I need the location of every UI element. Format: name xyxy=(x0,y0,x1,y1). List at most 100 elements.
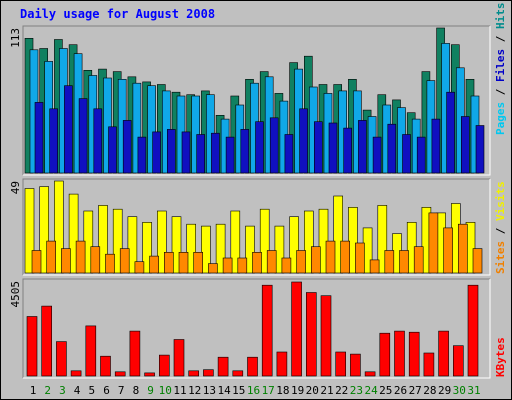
kbytes-bar-day-2 xyxy=(41,305,53,377)
pages-bar-day-23 xyxy=(358,120,367,174)
pages-bar-day-29 xyxy=(446,91,455,174)
kbytes-bar-day-24 xyxy=(364,371,376,377)
pages-bar-day-2 xyxy=(49,108,59,174)
pages-bar-day-15 xyxy=(240,129,250,174)
pages-bar-day-12 xyxy=(196,134,205,174)
sites-bar-day-24 xyxy=(369,259,380,274)
sites-bar-day-22 xyxy=(340,240,351,274)
kbytes-bar-day-17 xyxy=(261,284,273,377)
visits-bar-day-3 xyxy=(54,180,64,274)
visits-bar-day-23 xyxy=(348,207,358,274)
pages-bar-day-4 xyxy=(78,98,88,174)
pages-bar-day-25 xyxy=(387,123,397,174)
visits-bar-day-9 xyxy=(142,222,152,274)
kbytes-bar-day-15 xyxy=(232,370,244,377)
kbytes-bar-day-26 xyxy=(394,330,405,377)
visits-bar-day-17 xyxy=(259,208,270,274)
pages-bar-day-9 xyxy=(152,131,161,174)
pages-bar-day-14 xyxy=(225,136,235,174)
sites-bar-day-3 xyxy=(61,248,71,274)
kbytes-bar-day-22 xyxy=(335,351,347,377)
sites-bar-day-14 xyxy=(222,257,233,274)
kbytes-bar-day-10 xyxy=(159,354,170,377)
files-bar-day-9 xyxy=(147,85,156,174)
sites-bar-day-18 xyxy=(281,257,292,274)
visits-bar-day-7 xyxy=(112,208,123,274)
legend-sep-3: / xyxy=(494,221,507,241)
x-tick-label-day-5: 5 xyxy=(88,384,95,397)
pages-bar-day-19 xyxy=(299,108,308,174)
x-tick-label-day-31: 31 xyxy=(467,384,480,397)
legend-sep-1: / xyxy=(494,82,507,102)
visits-bar-day-10 xyxy=(157,210,167,274)
visits-bar-day-19 xyxy=(289,216,299,274)
sites-bar-day-11 xyxy=(178,252,189,274)
kbytes-bar-day-14 xyxy=(217,356,229,377)
pages-bar-day-22 xyxy=(343,127,353,174)
legend-visits: Visits xyxy=(494,181,507,221)
x-tick-label-day-28: 28 xyxy=(423,384,436,397)
sites-bar-day-4 xyxy=(75,240,86,274)
kbytes-bar-day-19 xyxy=(291,281,302,377)
visits-bar-day-4 xyxy=(68,193,79,274)
kbytes-bar-day-27 xyxy=(408,331,420,377)
kbytes-bar-day-3 xyxy=(56,341,67,377)
kbytes-bar-day-6 xyxy=(100,355,111,377)
legend-files: Files xyxy=(494,49,507,82)
sites-bar-day-8 xyxy=(134,261,145,274)
x-tick-label-day-1: 1 xyxy=(30,384,37,397)
x-tick-label-day-9: 9 xyxy=(147,384,154,397)
kbytes-bar-day-11 xyxy=(173,339,185,377)
x-axis-labels: 1 2 3 4 5 6 7 8 9 10 11 12 13 14 15 16 17 18 19 20 21 22 23 24 2… xyxy=(30,384,481,397)
sites-bar-day-6 xyxy=(105,253,115,274)
visits-bar-day-15 xyxy=(230,210,241,274)
visits-bar-day-16 xyxy=(245,225,255,274)
pages-bar-day-10 xyxy=(167,129,176,174)
kbytes-bar-day-20 xyxy=(305,292,317,377)
kbytes-bar-day-28 xyxy=(423,352,435,377)
kbytes-bar-day-16 xyxy=(247,356,258,377)
sites-bar-day-28 xyxy=(428,212,439,274)
kbytes-bar-day-18 xyxy=(276,351,288,377)
sites-bar-day-12 xyxy=(193,252,203,274)
legend-sites: Sites xyxy=(494,241,507,274)
kbytes-bar-day-25 xyxy=(379,332,391,377)
visits-bar-day-8 xyxy=(127,216,138,274)
sites-bar-day-15 xyxy=(237,257,248,274)
kbytes-bar-day-13 xyxy=(203,369,214,377)
visits-bar-day-25 xyxy=(377,205,388,274)
y-max-label-hits: 113 xyxy=(9,28,22,48)
pages-bar-day-16 xyxy=(255,121,264,174)
sites-bar-day-10 xyxy=(164,252,174,274)
sites-bar-day-25 xyxy=(384,250,395,274)
kbytes-bar-day-12 xyxy=(188,370,199,377)
kbytes-bar-day-4 xyxy=(70,370,82,377)
sites-bar-day-30 xyxy=(457,223,468,274)
sites-bar-day-7 xyxy=(119,248,130,274)
x-tick-label-day-24: 24 xyxy=(364,384,378,397)
kbytes-bar-day-23 xyxy=(350,353,361,377)
x-tick-label-day-23: 23 xyxy=(350,384,363,397)
sites-bar-day-19 xyxy=(296,250,306,274)
pages-bar-day-5 xyxy=(93,108,103,174)
visits-bar-day-22 xyxy=(333,195,344,274)
kbytes-bar-day-9 xyxy=(144,372,155,377)
pages-bar-day-28 xyxy=(431,118,441,174)
x-tick-label-day-2: 2 xyxy=(44,384,51,397)
x-tick-label-day-19: 19 xyxy=(291,384,304,397)
pages-bar-day-7 xyxy=(122,120,132,174)
legend-kbytes: KBytes xyxy=(494,337,507,377)
sites-bar-day-21 xyxy=(325,240,336,274)
pages-bar-day-13 xyxy=(211,132,220,174)
pages-bar-day-21 xyxy=(328,122,338,174)
sites-bar-day-13 xyxy=(208,263,218,274)
pages-bar-day-30 xyxy=(460,116,470,174)
x-tick-label-day-3: 3 xyxy=(59,384,66,397)
kbytes-bar-day-31 xyxy=(467,284,479,377)
bars-layer xyxy=(24,27,485,377)
kbytes-bar-day-7 xyxy=(114,371,126,377)
sites-bar-day-26 xyxy=(399,250,409,274)
x-tick-label-day-27: 27 xyxy=(409,384,422,397)
legend-hits-files-pages: Pages / Files / Hits xyxy=(494,3,507,136)
